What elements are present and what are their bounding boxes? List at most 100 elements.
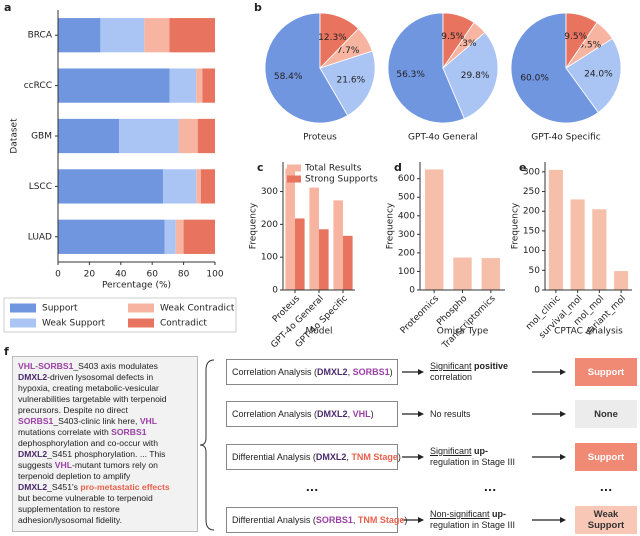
x-tick-label: 100 — [206, 270, 223, 280]
legend-label: Weak Contradict — [160, 304, 235, 314]
brace — [199, 359, 215, 531]
bar-segment — [58, 68, 170, 103]
bar — [453, 257, 472, 290]
text-run: SORBS1 — [38, 361, 74, 371]
text-run: ) — [404, 515, 408, 525]
ellipsis: ... — [600, 481, 613, 494]
text-run: positive — [471, 361, 509, 371]
analysis-box: Differential Analysis (DMXL2, TNM Stage) — [226, 444, 401, 470]
text-run: , — [346, 452, 352, 462]
y-tick-label: 0 — [272, 286, 278, 296]
text-run: VHL — [18, 361, 36, 371]
text-run: _S403-clinic link here, — [53, 416, 140, 426]
slice-label: 29.8% — [461, 71, 490, 81]
pie-title: GPT-4o Specific — [531, 133, 600, 143]
bar-segment — [144, 18, 170, 53]
text-run: adhesion/lysosomal fidelity. — [18, 515, 122, 525]
text-run: DMXL2 — [315, 452, 347, 462]
x-axis-label: Model — [305, 327, 332, 337]
bar-segment — [178, 118, 198, 154]
text-run: TNM Stage — [351, 452, 398, 462]
arrow-head — [560, 411, 566, 417]
y-axis-label: Frequency — [249, 202, 259, 249]
text-run: correlation — [430, 372, 473, 382]
pie-slice — [442, 12, 475, 70]
text-run: terpenoid depletion to amplify — [18, 471, 131, 481]
text-run: ) — [397, 452, 401, 462]
y-tick-label: 0 — [534, 286, 540, 296]
pie-slice — [510, 12, 599, 124]
arrow-head — [560, 454, 566, 460]
bar — [319, 229, 329, 290]
bar — [570, 199, 585, 290]
text-run: _S403 axis modulates — [73, 361, 158, 371]
pie-slice — [319, 50, 376, 117]
bar-segment — [202, 68, 215, 103]
analysis-box: Differential Analysis (SORBS1, TNM Stage… — [226, 507, 407, 533]
y-tick-label: LSCC — [29, 182, 52, 192]
text-run: vulnerabilities targetable with terpenoi… — [18, 394, 167, 404]
pie-slice — [387, 12, 465, 124]
legend-swatch — [287, 164, 301, 172]
x-tick-label: 40 — [115, 270, 127, 280]
bar-segment — [169, 18, 215, 53]
text-line: DMXL2_S451's pro-metastatic effects — [18, 482, 192, 493]
text-run: dephosphorylation and co-occur with — [18, 438, 158, 448]
panel-letter: f — [4, 345, 9, 358]
slice-label: 24.0% — [584, 70, 613, 80]
text-run: Significant — [430, 361, 472, 371]
text-line: suggests VHL-mutant tumors rely on — [18, 460, 192, 471]
legend-box — [3, 297, 237, 333]
text-run: _S451's — [47, 482, 81, 492]
text-run: No results — [430, 408, 471, 419]
legend-label: Weak Support — [42, 319, 106, 329]
ellipsis: ... — [306, 481, 319, 494]
text-run: Correlation Analysis ( — [232, 367, 318, 377]
legend-label: Total Results — [304, 164, 362, 174]
text-run: but become vulnerable to terpenoid — [18, 493, 153, 503]
text-line: adhesion/lysosomal fidelity. — [18, 515, 192, 526]
bar — [548, 169, 563, 290]
result-text: No results — [430, 409, 530, 420]
text-line: hypoxia, creating metabolic-vesicular — [18, 383, 192, 394]
text-run: Correlation Analysis ( — [232, 409, 318, 419]
text-run: DMXL2 — [18, 449, 48, 459]
y-tick-label: 300 — [398, 230, 415, 240]
y-tick-label: 600 — [398, 174, 415, 184]
text-line: DMXL2_S451 phosphorylation. ... This — [18, 449, 192, 460]
text-run: - — [35, 361, 39, 371]
text-run: SORBS1 — [111, 427, 147, 437]
verdict-box: Support — [575, 443, 637, 471]
bar — [295, 218, 305, 290]
panel-letter: d — [394, 161, 402, 174]
bar-segment — [169, 68, 197, 103]
pie-slice — [565, 37, 622, 114]
x-tick-label: 20 — [84, 270, 96, 280]
pie-slice — [442, 31, 499, 120]
legend-label: Support — [42, 304, 78, 314]
text-run: hypoxia, creating metabolic-vesicular — [18, 383, 159, 393]
y-tick-label: 300 — [261, 187, 278, 197]
text-run: Significant — [430, 446, 472, 456]
pie-title: Proteus — [303, 133, 337, 143]
text-run: Non-significant — [430, 509, 490, 519]
pie-title: GPT-4o General — [408, 133, 478, 143]
text-run: regulation in Stage III — [430, 457, 516, 467]
text-run: _S451 phosphorylation. ... This — [47, 449, 166, 459]
pie-slice — [565, 12, 598, 70]
text-line: but become vulnerable to terpenoid — [18, 493, 192, 504]
bar-segment — [200, 169, 215, 204]
result-line: regulation in Stage III — [430, 520, 530, 531]
text-run: Differential Analysis ( — [232, 515, 316, 525]
text-run: ) — [370, 409, 374, 419]
text-run: DMXL2 — [317, 367, 348, 377]
text-line: precursors. Despite no direct — [18, 405, 192, 416]
x-tick-label: Proteomics — [399, 294, 441, 336]
y-tick-label: 150 — [523, 226, 540, 236]
x-tick-label: 0 — [55, 270, 61, 280]
slice-label: 7.7% — [337, 46, 360, 56]
bar — [592, 209, 607, 290]
slice-label: 56.3% — [396, 70, 425, 80]
text-run: DMXL2 — [18, 372, 48, 382]
y-tick-label: ccRCC — [24, 81, 52, 91]
